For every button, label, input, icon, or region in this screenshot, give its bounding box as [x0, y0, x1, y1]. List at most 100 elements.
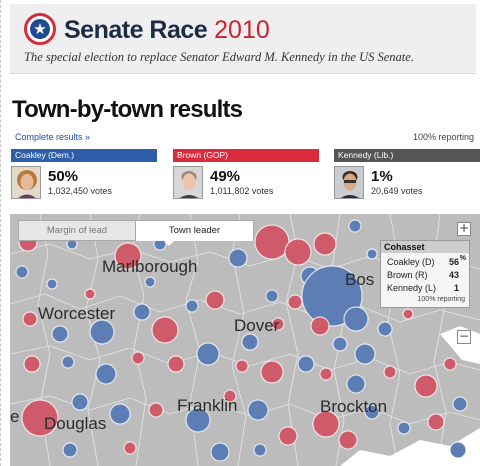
page-title: Senate Race 2010 [64, 16, 270, 44]
town-bubble-dem[interactable] [144, 276, 156, 288]
town-bubble-dem[interactable] [51, 325, 69, 343]
town-popup: Cohasset Coakley (D) 56 % Brown (R) 43 K… [380, 240, 470, 308]
map-label-douglas: Douglas [44, 414, 107, 433]
town-bubble-gop[interactable] [151, 316, 179, 344]
popup-candidate-name: Kennedy (L) [387, 283, 437, 293]
town-bubble-dem[interactable] [15, 265, 29, 279]
candidate-brown: Brown (GOP) 49% 1,011,802 votes [173, 149, 319, 205]
town-bubble-gop[interactable] [427, 413, 445, 431]
town-bubble-gop[interactable] [254, 224, 290, 260]
town-bubble-gop[interactable] [278, 426, 298, 446]
map-view-tabs: Margin of lead Town leader [18, 220, 254, 246]
town-bubble-gop[interactable] [287, 294, 303, 310]
town-bubble-gop[interactable] [310, 316, 330, 336]
town-bubble-dem[interactable] [377, 321, 393, 337]
town-bubble-gop[interactable] [313, 232, 337, 256]
town-bubble-gop[interactable] [23, 355, 41, 373]
town-bubble-gop[interactable] [123, 441, 137, 455]
candidate-pct: 1% [371, 168, 393, 185]
town-bubble-dem[interactable] [397, 421, 411, 435]
town-bubble-gop[interactable] [114, 242, 142, 270]
popup-candidate-value: 56 [448, 257, 459, 267]
town-map[interactable] [10, 214, 480, 466]
candidate-label: Brown (GOP) [173, 149, 319, 162]
town-bubble-dem[interactable] [366, 248, 378, 260]
town-bubble-dem[interactable] [449, 441, 467, 459]
town-bubble-gop[interactable] [131, 351, 145, 365]
town-bubble-dem[interactable] [61, 355, 75, 369]
town-bubble-gop[interactable] [260, 360, 284, 384]
candidate-label: Coakley (Dem.) [11, 149, 157, 162]
town-bubble-dem[interactable] [297, 355, 315, 373]
zoom-in-button[interactable]: + [457, 221, 471, 236]
tab-margin-of-lead[interactable]: Margin of lead [18, 220, 136, 241]
town-bubble-dem[interactable] [332, 336, 348, 352]
town-bubble-dem[interactable] [133, 303, 151, 321]
town-bubble-dem[interactable] [452, 396, 468, 412]
star-logo-icon: ★ [24, 13, 56, 45]
candidate-pct: 49% [210, 168, 241, 185]
town-bubble-dem[interactable] [95, 363, 117, 385]
town-bubble-dem[interactable] [210, 442, 230, 462]
town-bubble-gop[interactable] [22, 311, 38, 327]
town-bubble-gop[interactable] [338, 430, 358, 450]
town-bubbles[interactable] [15, 219, 468, 462]
town-bubble-gop[interactable] [271, 317, 285, 331]
town-bubble-gop[interactable] [148, 402, 164, 418]
header-banner: ★ Senate Race 2010 The special election … [10, 4, 476, 74]
town-bubble-gop[interactable] [443, 357, 457, 371]
town-bubble-dem[interactable] [228, 248, 248, 268]
tab-town-leader[interactable]: Town leader [135, 220, 254, 241]
town-bubble-dem[interactable] [247, 399, 269, 421]
town-bubble-gop[interactable] [312, 410, 340, 438]
town-bubble-gop[interactable] [383, 365, 397, 379]
zoom-out-button[interactable]: − [457, 329, 471, 344]
town-bubble-gop[interactable] [319, 367, 333, 381]
results-map[interactable]: Marlborough Bos Worcester Dover Franklin… [10, 214, 480, 466]
town-bubble-dem[interactable] [364, 404, 380, 420]
candidate-coakley: Coakley (Dem.) 50% 1,032,450 votes [11, 149, 157, 205]
results-heading: Town-by-town results [12, 96, 243, 123]
town-bubble-dem[interactable] [196, 342, 220, 366]
town-bubble-dem[interactable] [354, 343, 376, 365]
candidate-votes: 1,011,802 votes [210, 186, 274, 196]
town-bubble-dem[interactable] [89, 319, 115, 345]
candidate-kennedy: Kennedy (Lib.) 1% 20,649 votes [334, 149, 480, 205]
tab-pointer-icon [163, 240, 175, 246]
town-bubble-gop[interactable] [21, 399, 59, 437]
town-bubble-dem[interactable] [343, 306, 369, 332]
map-label-worcester: Worcester [38, 304, 116, 323]
town-bubble-dem[interactable] [241, 333, 259, 351]
town-bubble-dem[interactable] [253, 443, 267, 457]
town-bubble-gop[interactable] [402, 308, 414, 320]
town-bubble-gop[interactable] [235, 359, 249, 373]
town-bubble-dem[interactable] [62, 442, 78, 458]
map-label-partial: e [10, 407, 20, 426]
town-bubble-dem[interactable] [348, 219, 362, 233]
town-bubble-dem[interactable] [265, 289, 279, 303]
town-bubble-dem[interactable] [109, 403, 131, 425]
town-bubble-gop[interactable] [414, 374, 438, 398]
candidate-photo [11, 166, 41, 199]
map-label-brockton: Brockton [320, 397, 388, 416]
popup-row-coakley: Coakley (D) 56 % [387, 255, 467, 267]
reporting-status: 100% reporting [412, 132, 474, 142]
town-bubble-dem[interactable] [346, 374, 366, 394]
town-bubble-gop[interactable] [223, 389, 237, 403]
candidate-votes: 1,032,450 votes [48, 186, 113, 196]
popup-percent-sign: % [459, 255, 466, 262]
town-bubble-dem[interactable] [185, 407, 211, 433]
popup-town-name: Cohasset [381, 241, 469, 253]
town-bubble-gop[interactable] [84, 288, 96, 300]
town-bubble-dem[interactable] [71, 393, 89, 411]
complete-results-link[interactable]: Complete results » [15, 132, 91, 142]
town-bubble-dem[interactable] [185, 299, 199, 313]
town-bubble-gop[interactable] [205, 290, 225, 310]
title-year: 2010 [214, 16, 270, 44]
candidate-photo [173, 166, 203, 199]
town-bubble-gop[interactable] [167, 355, 185, 373]
town-bubble-gop[interactable] [284, 238, 312, 266]
town-bubble-dem[interactable] [46, 278, 58, 290]
map-label-boston: Bos [345, 270, 375, 289]
candidate-votes: 20,649 votes [371, 186, 423, 196]
